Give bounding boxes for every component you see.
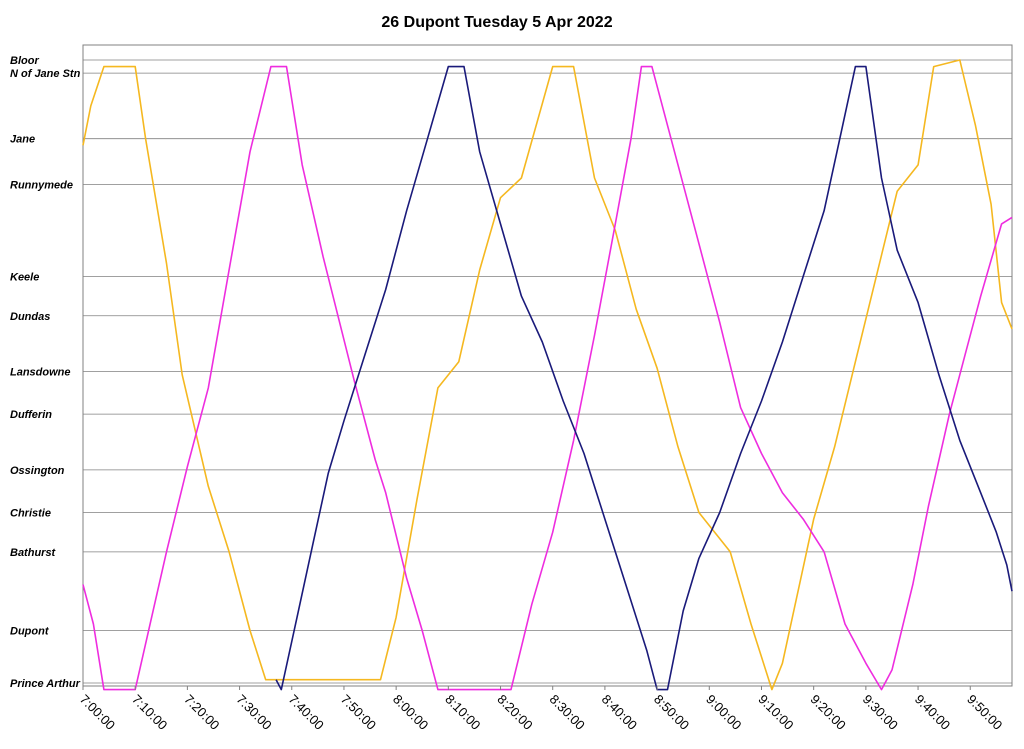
series-line-3 <box>275 65 1013 691</box>
stop-label: Christie <box>10 507 51 519</box>
x-tick-label: 9:30:00 <box>860 692 901 733</box>
x-tick-label: 9:40:00 <box>912 692 953 733</box>
stop-label: Prince Arthur <box>10 678 81 690</box>
chart-title: 26 Dupont Tuesday 5 Apr 2022 <box>381 14 612 31</box>
series-line-2 <box>82 65 1013 691</box>
stop-label: Runnymede <box>10 180 73 192</box>
stop-label: N of Jane Stn <box>10 68 81 80</box>
x-tick-label: 9:20:00 <box>808 692 849 733</box>
x-tick-label: 8:10:00 <box>442 692 483 733</box>
stop-label: Lansdowne <box>10 367 71 379</box>
x-tick-label: 7:00:00 <box>77 692 118 733</box>
series-line-1 <box>82 59 1013 691</box>
x-tick-label: 8:40:00 <box>599 692 640 733</box>
stop-label: Keele <box>10 271 39 283</box>
stop-label: Dundas <box>10 311 50 323</box>
x-tick-label: 9:10:00 <box>755 692 796 733</box>
x-tick-label: 8:30:00 <box>547 692 588 733</box>
x-tick-label: 8:20:00 <box>494 692 535 733</box>
stop-label: Bathurst <box>10 547 57 559</box>
x-tick-label: 9:50:00 <box>964 692 1005 733</box>
x-tick-label: 7:40:00 <box>286 692 327 733</box>
stop-label: Bloor <box>10 55 39 67</box>
plot-frame <box>82 44 1013 687</box>
stop-label: Ossington <box>10 465 65 477</box>
x-tick-label: 8:00:00 <box>390 692 431 733</box>
x-tick-label: 7:20:00 <box>181 692 222 733</box>
x-tick-label: 7:30:00 <box>233 692 274 733</box>
x-tick-label: 7:50:00 <box>338 692 379 733</box>
x-tick-label: 8:50:00 <box>651 692 692 733</box>
stop-label: Jane <box>10 134 35 146</box>
stop-label: Dufferin <box>10 409 52 421</box>
x-tick-label: 9:00:00 <box>703 692 744 733</box>
x-tick-label: 7:10:00 <box>129 692 170 733</box>
stop-label: Dupont <box>10 626 50 638</box>
